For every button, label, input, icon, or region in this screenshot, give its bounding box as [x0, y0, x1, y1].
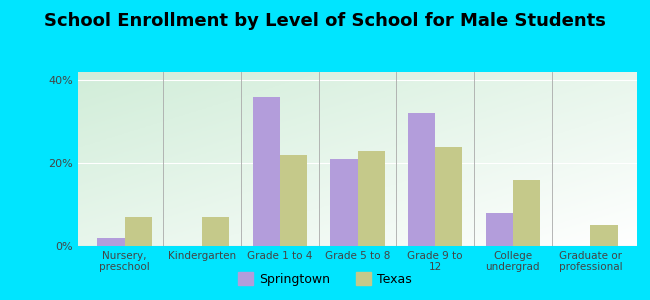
Bar: [358, 151, 385, 246]
Bar: [513, 180, 540, 246]
Bar: [98, 238, 125, 246]
Bar: [435, 147, 462, 246]
Bar: [330, 159, 358, 246]
Bar: [202, 217, 229, 246]
Legend: Springtown, Texas: Springtown, Texas: [233, 267, 417, 291]
Bar: [408, 113, 435, 246]
Text: School Enrollment by Level of School for Male Students: School Enrollment by Level of School for…: [44, 12, 606, 30]
Bar: [486, 213, 513, 246]
Bar: [280, 155, 307, 246]
Bar: [590, 225, 618, 246]
Bar: [125, 217, 151, 246]
Bar: [253, 97, 280, 246]
